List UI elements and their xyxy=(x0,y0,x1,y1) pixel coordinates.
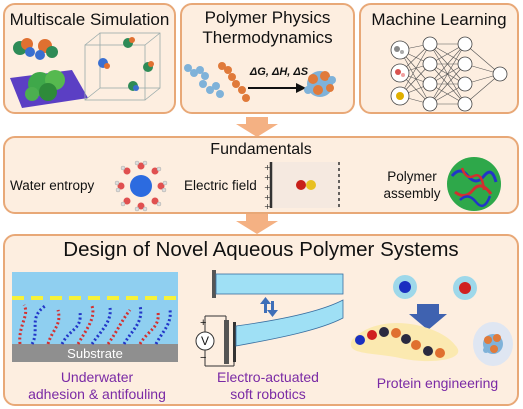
circuit-wires xyxy=(204,315,235,367)
svg-text:+: + xyxy=(264,163,271,172)
svg-text:+: + xyxy=(264,193,271,202)
electric-field-icon: +++++ xyxy=(264,162,340,211)
protein-engineering-label: Protein engineering xyxy=(376,375,499,391)
svg-text:+: + xyxy=(264,202,271,211)
soft-robotics-label-line2: soft robotics xyxy=(230,386,306,402)
particle-icons xyxy=(98,37,154,91)
protein-cluster-icon xyxy=(13,38,58,60)
actuator-bent xyxy=(235,299,344,347)
svg-text:+: + xyxy=(264,183,271,192)
substrate-block xyxy=(12,344,178,362)
soft-robotics-label-line1: Electro-actuated xyxy=(217,369,319,385)
minus-sign: − xyxy=(200,352,207,364)
voltage-symbol: V xyxy=(200,334,209,348)
fundamentals-title: Fundamentals xyxy=(210,141,312,158)
down-arrow-2 xyxy=(236,214,278,234)
underwater-label-line2: adhesion & antifouling xyxy=(28,386,166,402)
polymer-chain-blue-icon xyxy=(184,64,224,98)
thermo-arrow-icon xyxy=(248,83,306,93)
polymer-brushes-icon xyxy=(18,304,172,345)
polymer-bead-chain-icon xyxy=(355,327,445,358)
polymer-assembly-label-line1: Polymer xyxy=(387,169,437,184)
neural-network-icon xyxy=(399,43,501,105)
electrode-plate xyxy=(224,320,229,364)
actuator-rest xyxy=(215,273,344,295)
thermo-equation: ΔG, ΔH, ΔS xyxy=(249,66,309,78)
down-arrow-1 xyxy=(236,117,278,137)
voltage-source-icon xyxy=(195,331,215,351)
polymer-assembly-icon xyxy=(447,157,501,211)
input-molecule-icons xyxy=(394,46,405,100)
machine-learning-title: Machine Learning xyxy=(371,10,507,29)
polymer-globule-icon xyxy=(304,71,336,97)
water-entropy-label: Water entropy xyxy=(10,178,95,193)
multiscale-title: Multiscale Simulation xyxy=(9,10,170,29)
thermodynamics-title: Thermodynamics xyxy=(202,28,333,47)
plus-sign: + xyxy=(200,317,207,329)
underwater-label-line1: Underwater xyxy=(60,369,134,385)
electric-field-label: Electric field xyxy=(184,178,257,193)
polymer-chain-orange-icon xyxy=(218,62,250,102)
neural-nodes xyxy=(390,36,508,112)
fundamentals-panel xyxy=(3,136,519,214)
green-aggregate-icon xyxy=(25,70,65,101)
polymer-assembly-label-line2: assembly xyxy=(383,186,441,201)
water-molecules-icon xyxy=(114,160,168,212)
machine-learning-panel xyxy=(359,3,519,114)
polymer-physics-title: Polymer Physics xyxy=(204,8,331,27)
protein-complex-icon xyxy=(483,334,503,354)
protein-arrow-icon xyxy=(409,304,447,330)
svg-text:+: + xyxy=(264,173,271,182)
substrate-label: Substrate xyxy=(67,346,123,361)
bidirectional-arrow-icon xyxy=(260,297,278,317)
design-title: Design of Novel Aqueous Polymer Systems xyxy=(63,238,459,261)
electrode-top xyxy=(212,270,216,298)
electrode-plate-2 xyxy=(233,322,236,362)
